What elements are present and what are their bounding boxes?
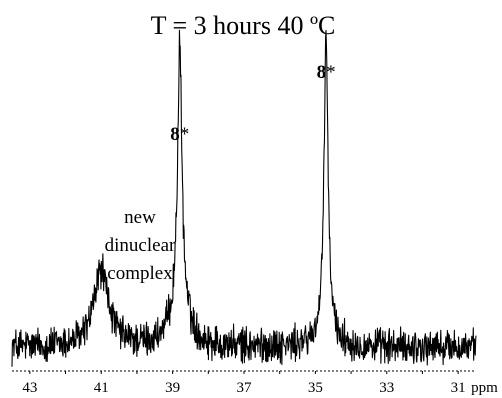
x-tick-label: 43 xyxy=(22,380,37,396)
peak-label-asterisk: * xyxy=(326,62,336,83)
peak-label-number: 8 xyxy=(170,124,180,145)
peak-label: 8* xyxy=(170,124,189,145)
spectrum-trace-layer xyxy=(11,29,477,367)
x-axis-unit-label: ppm xyxy=(471,380,498,396)
peak-label: 8* xyxy=(317,62,336,83)
x-tick-label: 39 xyxy=(165,380,180,396)
x-tick-label: 33 xyxy=(379,380,394,396)
spectrum-trace xyxy=(11,29,477,367)
annotation-line-3: complex xyxy=(107,263,173,284)
annotation-group: new dinuclear complex xyxy=(105,207,176,284)
x-tick-label: 35 xyxy=(308,380,323,396)
annotation-line-2: dinuclear xyxy=(105,235,176,256)
peak-label-asterisk: * xyxy=(180,124,190,145)
peak-label-layer: 8*8* xyxy=(170,62,335,145)
x-tick-label: 31 xyxy=(451,380,466,396)
x-tick-label: 37 xyxy=(237,380,253,396)
chart-title: T = 3 hours 40 ºC xyxy=(151,11,336,40)
x-tick-label: 41 xyxy=(94,380,109,396)
annotation-line-1: new xyxy=(124,207,156,228)
x-axis: 43 41 39 37 35 33 31 ppm xyxy=(12,370,498,396)
peak-label-number: 8 xyxy=(317,62,327,83)
